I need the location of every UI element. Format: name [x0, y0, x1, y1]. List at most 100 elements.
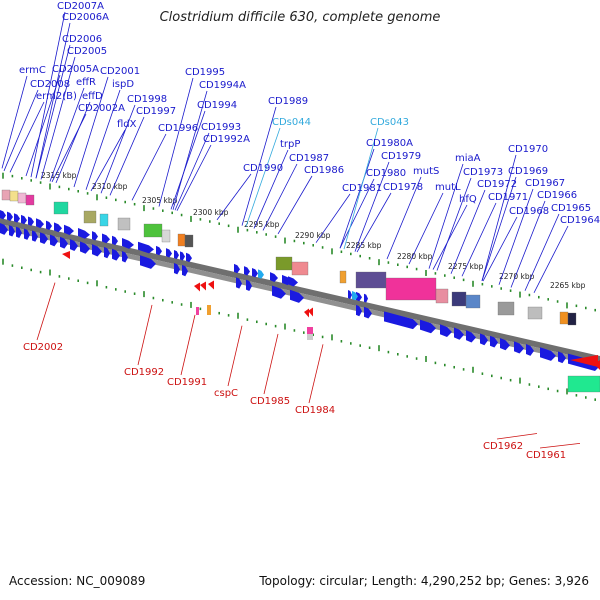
- leader-line: [174, 132, 210, 211]
- plus-strand-arrow: [174, 250, 179, 260]
- gene-label: CD1984: [295, 405, 335, 416]
- plus-strand-arrow: [526, 343, 534, 356]
- leader-line: [356, 192, 392, 253]
- leader-line: [408, 192, 444, 265]
- gene-label: CD1997: [136, 106, 176, 117]
- feature-block: [17, 192, 27, 204]
- gene-label: CD1971: [488, 192, 528, 203]
- plus-strand-arrow: [384, 311, 418, 330]
- gene-label: CD1980: [366, 168, 406, 179]
- feature-block: [355, 271, 387, 289]
- plus-strand-arrow: [14, 213, 20, 223]
- gene-label: CD1968: [509, 206, 549, 217]
- leader-line: [158, 77, 194, 207]
- leader-line: [481, 176, 517, 281]
- gene-label: CD2002A: [78, 103, 125, 114]
- leader-line: [216, 173, 252, 221]
- feature-block: [161, 229, 171, 243]
- leader-line: [131, 133, 167, 201]
- gene-label: CD2006A: [62, 12, 109, 23]
- plus-strand-arrow: [186, 252, 192, 263]
- leader-line: [245, 127, 281, 227]
- plus-strand-arrow: [290, 289, 304, 303]
- leader-line: [241, 106, 277, 226]
- feature-block: [465, 294, 481, 309]
- leader-line: [386, 176, 422, 260]
- plus-strand-arrow: [21, 214, 27, 225]
- leader-line: [428, 163, 464, 269]
- plus-strand-arrow: [16, 226, 22, 239]
- plus-strand-arrow: [112, 235, 118, 246]
- gene-label: CD1990: [243, 163, 283, 174]
- plus-strand-arrow: [140, 255, 156, 269]
- plus-strand-arrow: [540, 347, 556, 361]
- leader-line: [100, 104, 136, 194]
- gene-label: CD1973: [463, 167, 503, 178]
- leader-line: [36, 282, 56, 341]
- plus-strand-arrow: [156, 245, 162, 256]
- plus-strand-arrow: [356, 291, 362, 302]
- gene-label: CD1970: [508, 144, 548, 155]
- scale-label: 2295 kbp: [244, 220, 280, 229]
- plus-strand-arrow: [234, 263, 240, 274]
- gene-label: CD1962: [483, 441, 523, 452]
- leader-line: [253, 149, 289, 229]
- label-leader-lines: [1, 11, 581, 449]
- leader-line: [277, 175, 313, 235]
- gene-label: CD1987: [289, 153, 329, 164]
- plus-strand-arrow: [288, 276, 298, 287]
- feature-block: [385, 277, 437, 301]
- leader-line: [176, 144, 212, 211]
- leader-line: [172, 90, 208, 210]
- feature-block: [275, 256, 293, 271]
- plus-strand-arrow: [500, 338, 510, 351]
- plus-strand-arrow: [92, 244, 102, 257]
- gene-label: CD2007A: [57, 1, 104, 12]
- backbone-dark: [0, 218, 600, 362]
- leader-line: [263, 333, 279, 395]
- leader-line: [482, 216, 518, 282]
- plus-strand-arrow: [180, 251, 185, 261]
- gene-label: CD1991: [167, 377, 207, 388]
- gene-label: CD1985: [250, 396, 290, 407]
- plus-strand-arrow: [92, 231, 98, 241]
- leader-line: [339, 148, 375, 249]
- leader-line: [51, 113, 87, 183]
- gene-label: CD1994A: [199, 80, 246, 91]
- gene-label: CD1972: [477, 179, 517, 190]
- feature-block: [9, 190, 19, 202]
- gene-label: CD1961: [526, 450, 566, 461]
- gene-label: mutS: [413, 166, 439, 177]
- minus-strand-arrow: [594, 360, 600, 370]
- feature-block: [184, 234, 194, 248]
- plus-strand-arrow: [70, 239, 78, 251]
- leader-line: [510, 200, 546, 288]
- plus-strand-arrow: [364, 293, 368, 303]
- plus-strand-arrow: [32, 230, 38, 242]
- leader-line: [496, 433, 538, 440]
- leader-line: [354, 161, 390, 252]
- scale-label: 2290 kbp: [295, 231, 331, 240]
- scale-label: 2305 kbp: [142, 196, 178, 205]
- plus-strand-arrow: [60, 236, 68, 249]
- plus-strand-arrow: [182, 264, 188, 277]
- gene-label: CD1965: [551, 203, 591, 214]
- plus-strand-arrow: [236, 277, 242, 289]
- leader-line: [432, 204, 468, 270]
- plus-strand-arrow: [28, 216, 34, 226]
- gene-label: CD2005A: [52, 64, 99, 75]
- plus-strand-arrow: [54, 222, 62, 233]
- scale-label: 2265 kbp: [550, 281, 586, 290]
- gene-label: trpP: [280, 139, 300, 150]
- minus-strand-arrow: [194, 282, 200, 292]
- scale-label: 2270 kbp: [499, 272, 535, 281]
- plus-strand-arrow: [36, 218, 44, 229]
- gene-label: ispD: [112, 79, 134, 90]
- genome-backbone: [0, 218, 600, 367]
- gene-label: CD1981: [342, 183, 382, 194]
- leader-line: [170, 110, 206, 210]
- gene-label: fldX: [117, 119, 137, 130]
